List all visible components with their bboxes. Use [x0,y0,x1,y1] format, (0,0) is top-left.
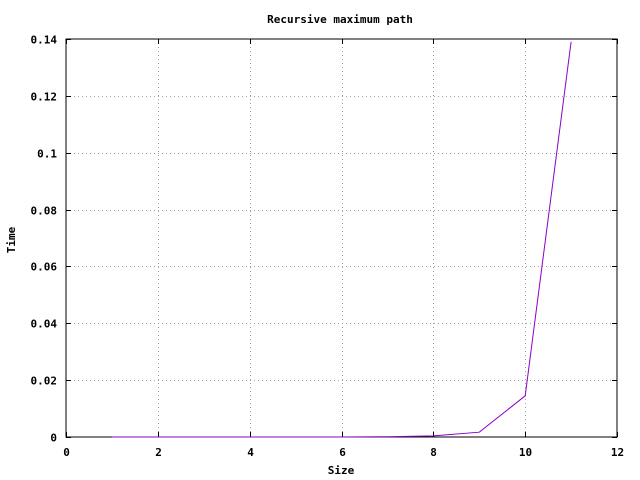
series-line [111,41,572,438]
grid [66,39,617,437]
y-tick-label: 0.1 [37,148,57,161]
y-tick-labels: 0 0.02 0.04 0.06 0.08 0.1 0.12 0.14 [31,34,58,445]
x-tick-label: 0 [63,446,70,459]
y-tick-label: 0.04 [31,318,58,331]
x-tick-label: 8 [430,446,437,459]
y-tick-label: 0 [50,432,57,445]
y-tick-label: 0.06 [31,261,58,274]
y-tick-label: 0.08 [31,205,58,218]
y-axis-label: Time [5,226,18,253]
series-layer [111,41,572,438]
x-tick-label: 6 [339,446,346,459]
x-tick-labels: 0 2 4 6 8 10 12 [63,446,624,459]
y-tick-label: 0.12 [31,91,58,104]
x-axis-label: Size [328,464,355,477]
y-tick-label: 0.14 [31,34,58,47]
x-tick-label: 12 [611,446,624,459]
x-tick-label: 2 [155,446,162,459]
y-tick-label: 0.02 [31,375,58,388]
plot-frame [65,38,618,438]
x-tick-label: 10 [519,446,532,459]
tick-marks [66,39,618,438]
x-tick-label: 4 [247,446,254,459]
chart-title: Recursive maximum path [267,13,413,26]
